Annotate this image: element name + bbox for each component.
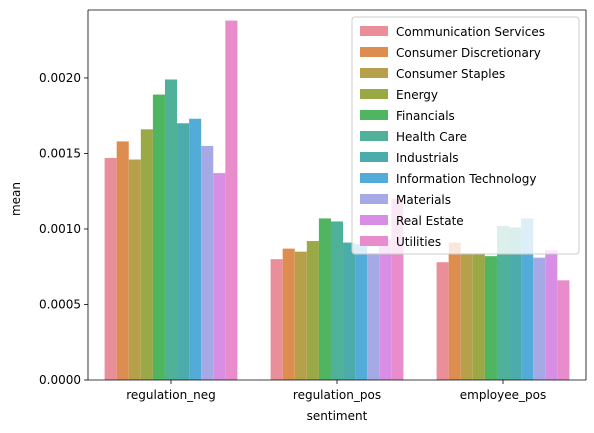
bar	[460, 253, 473, 380]
bar	[128, 159, 141, 380]
bar	[282, 248, 295, 380]
bar	[472, 253, 485, 380]
bar	[355, 244, 368, 380]
bar	[318, 218, 331, 380]
legend-swatch	[360, 194, 388, 204]
x-tick-label: regulation_pos	[293, 388, 381, 402]
bar	[270, 259, 283, 380]
bar	[177, 123, 190, 381]
legend-label: Industrials	[396, 151, 459, 165]
legend-label: Financials	[396, 109, 455, 123]
legend-label: Information Technology	[396, 172, 537, 186]
bar	[379, 239, 392, 380]
y-tick-label: 0.0020	[39, 71, 81, 85]
legend: Communication Services Consumer Discretio…	[351, 16, 580, 255]
bar	[140, 129, 153, 380]
bar	[213, 173, 226, 380]
bar	[521, 218, 534, 380]
bar	[509, 227, 522, 380]
legend-label: Health Care	[396, 130, 467, 144]
x-axis-label: sentiment	[307, 409, 368, 423]
x-tick-label: regulation_neg	[126, 388, 216, 402]
bar	[152, 94, 165, 380]
y-axis-label: mean	[9, 182, 23, 216]
bar	[104, 158, 117, 380]
bar	[557, 280, 570, 380]
bar	[496, 225, 510, 380]
bar	[367, 253, 380, 380]
legend-swatch	[360, 236, 388, 246]
legend-label: Consumer Discretionary	[396, 46, 541, 60]
bar	[533, 257, 546, 380]
bar	[343, 242, 356, 380]
bar	[436, 262, 449, 380]
legend-label: Utilities	[396, 235, 441, 249]
bar	[225, 20, 238, 380]
bar	[330, 221, 344, 380]
bar	[201, 145, 214, 380]
y-tick-label: 0.0005	[39, 297, 81, 311]
bar	[306, 241, 319, 380]
legend-swatch	[360, 173, 388, 183]
legend-swatch	[360, 215, 388, 225]
legend-swatch	[360, 26, 388, 36]
legend-swatch	[360, 47, 388, 57]
legend-box	[351, 16, 580, 255]
bar	[164, 79, 178, 380]
bar	[448, 242, 461, 380]
y-tick-label: 0.0015	[39, 146, 81, 160]
legend-label: Real Estate	[396, 214, 464, 228]
y-tick-label: 0.0010	[39, 222, 81, 236]
bar	[294, 251, 307, 380]
legend-swatch	[360, 152, 388, 162]
legend-label: Materials	[396, 193, 451, 207]
legend-swatch	[360, 110, 388, 120]
legend-swatch	[360, 131, 388, 141]
y-tick-label: 0.0000	[39, 373, 81, 387]
axes-layer: 0.0000 0.0005 0.0010 0.0015 0.0020 regulation…	[39, 9, 587, 402]
bar	[116, 141, 129, 380]
x-tick-label: employee_pos	[460, 388, 546, 402]
bar	[545, 250, 558, 380]
legend-swatch	[360, 89, 388, 99]
bar	[189, 118, 202, 380]
bars-layer	[104, 20, 570, 381]
bar	[484, 256, 497, 380]
legend-swatch	[360, 68, 388, 78]
legend-label: Consumer Staples	[396, 67, 505, 81]
legend-label: Energy	[396, 88, 438, 102]
legend-label: Communication Services	[396, 25, 545, 39]
